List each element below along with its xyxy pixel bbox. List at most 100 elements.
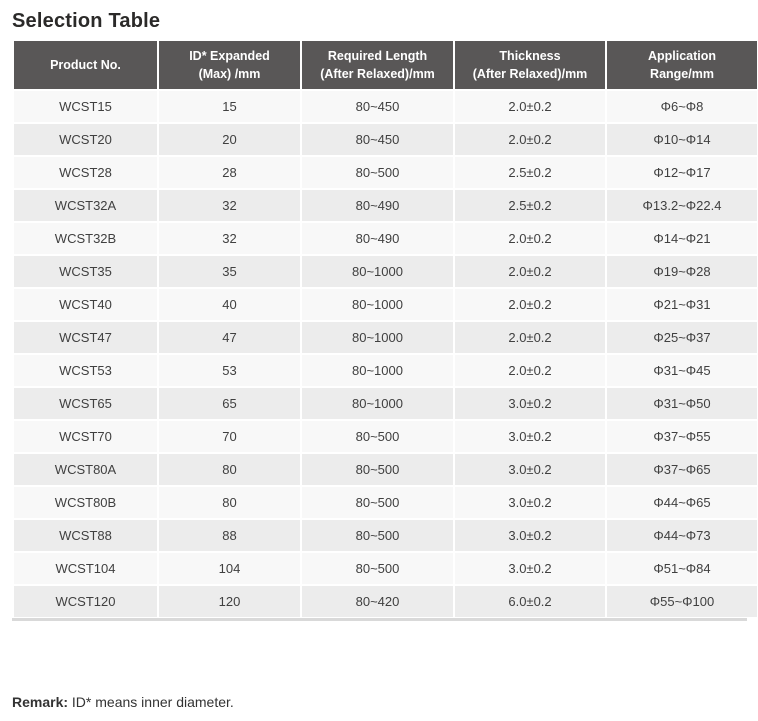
table-row: WCST15 15 80~450 2.0±0.2 Φ6~Φ8 (14, 91, 757, 122)
cell-id-expanded: 15 (159, 91, 300, 122)
table-row: WCST70 70 80~500 3.0±0.2 Φ37~Φ55 (14, 421, 757, 452)
col-header-application-range: Application Range/mm (607, 41, 757, 89)
cell-product-no: WCST40 (14, 289, 157, 320)
cell-product-no: WCST88 (14, 520, 157, 551)
table-row: WCST88 88 80~500 3.0±0.2 Φ44~Φ73 (14, 520, 757, 551)
cell-product-no: WCST80B (14, 487, 157, 518)
cell-thickness: 3.0±0.2 (455, 454, 605, 485)
cell-product-no: WCST65 (14, 388, 157, 419)
table-row: WCST120 120 80~420 6.0±0.2 Φ55~Φ100 (14, 586, 757, 617)
cell-application-range: Φ51~Φ84 (607, 553, 757, 584)
table-body: WCST15 15 80~450 2.0±0.2 Φ6~Φ8 WCST20 20… (14, 91, 757, 617)
cell-id-expanded: 88 (159, 520, 300, 551)
cell-thickness: 2.0±0.2 (455, 91, 605, 122)
table-header-row: Product No. ID* Expanded (Max) /mm Requi… (14, 41, 757, 89)
cell-application-range: Φ14~Φ21 (607, 223, 757, 254)
cell-required-length: 80~500 (302, 520, 453, 551)
cell-product-no: WCST104 (14, 553, 157, 584)
cell-required-length: 80~450 (302, 91, 453, 122)
table-row: WCST32B 32 80~490 2.0±0.2 Φ14~Φ21 (14, 223, 757, 254)
col-header-required-length: Required Length (After Relaxed)/mm (302, 41, 453, 89)
cell-required-length: 80~1000 (302, 322, 453, 353)
cell-id-expanded: 32 (159, 190, 300, 221)
cell-application-range: Φ31~Φ50 (607, 388, 757, 419)
cell-id-expanded: 28 (159, 157, 300, 188)
cell-application-range: Φ37~Φ65 (607, 454, 757, 485)
table-bottom-border (12, 618, 747, 621)
cell-application-range: Φ10~Φ14 (607, 124, 757, 155)
table-row: WCST40 40 80~1000 2.0±0.2 Φ21~Φ31 (14, 289, 757, 320)
cell-required-length: 80~420 (302, 586, 453, 617)
cell-application-range: Φ19~Φ28 (607, 256, 757, 287)
table-row: WCST32A 32 80~490 2.5±0.2 Φ13.2~Φ22.4 (14, 190, 757, 221)
table-row: WCST53 53 80~1000 2.0±0.2 Φ31~Φ45 (14, 355, 757, 386)
cell-id-expanded: 65 (159, 388, 300, 419)
cell-application-range: Φ44~Φ65 (607, 487, 757, 518)
cell-product-no: WCST32B (14, 223, 157, 254)
cell-required-length: 80~1000 (302, 289, 453, 320)
cell-thickness: 3.0±0.2 (455, 553, 605, 584)
cell-application-range: Φ21~Φ31 (607, 289, 757, 320)
cell-id-expanded: 70 (159, 421, 300, 452)
remark-label: Remark: (12, 694, 69, 710)
cell-thickness: 2.0±0.2 (455, 289, 605, 320)
cell-required-length: 80~490 (302, 223, 453, 254)
cell-id-expanded: 53 (159, 355, 300, 386)
table-row: WCST28 28 80~500 2.5±0.2 Φ12~Φ17 (14, 157, 757, 188)
cell-id-expanded: 35 (159, 256, 300, 287)
col-header-id-expanded: ID* Expanded (Max) /mm (159, 41, 300, 89)
cell-product-no: WCST15 (14, 91, 157, 122)
cell-product-no: WCST70 (14, 421, 157, 452)
cell-id-expanded: 40 (159, 289, 300, 320)
table-row: WCST35 35 80~1000 2.0±0.2 Φ19~Φ28 (14, 256, 757, 287)
table-row: WCST80B 80 80~500 3.0±0.2 Φ44~Φ65 (14, 487, 757, 518)
cell-thickness: 2.0±0.2 (455, 124, 605, 155)
table-row: WCST65 65 80~1000 3.0±0.2 Φ31~Φ50 (14, 388, 757, 419)
cell-product-no: WCST32A (14, 190, 157, 221)
cell-thickness: 2.5±0.2 (455, 190, 605, 221)
cell-id-expanded: 104 (159, 553, 300, 584)
cell-required-length: 80~500 (302, 487, 453, 518)
cell-thickness: 3.0±0.2 (455, 520, 605, 551)
cell-required-length: 80~1000 (302, 355, 453, 386)
cell-product-no: WCST53 (14, 355, 157, 386)
cell-thickness: 6.0±0.2 (455, 586, 605, 617)
cell-required-length: 80~490 (302, 190, 453, 221)
cell-id-expanded: 80 (159, 487, 300, 518)
table-row: WCST104 104 80~500 3.0±0.2 Φ51~Φ84 (14, 553, 757, 584)
cell-application-range: Φ12~Φ17 (607, 157, 757, 188)
cell-application-range: Φ13.2~Φ22.4 (607, 190, 757, 221)
selection-table: Product No. ID* Expanded (Max) /mm Requi… (12, 39, 758, 619)
col-header-thickness: Thickness (After Relaxed)/mm (455, 41, 605, 89)
cell-required-length: 80~500 (302, 553, 453, 584)
cell-thickness: 3.0±0.2 (455, 388, 605, 419)
cell-id-expanded: 47 (159, 322, 300, 353)
cell-required-length: 80~500 (302, 421, 453, 452)
cell-application-range: Φ31~Φ45 (607, 355, 757, 386)
cell-application-range: Φ44~Φ73 (607, 520, 757, 551)
cell-thickness: 2.0±0.2 (455, 322, 605, 353)
cell-application-range: Φ37~Φ55 (607, 421, 757, 452)
cell-id-expanded: 80 (159, 454, 300, 485)
cell-product-no: WCST47 (14, 322, 157, 353)
cell-product-no: WCST120 (14, 586, 157, 617)
cell-application-range: Φ6~Φ8 (607, 91, 757, 122)
cell-thickness: 3.0±0.2 (455, 487, 605, 518)
cell-id-expanded: 120 (159, 586, 300, 617)
cell-id-expanded: 32 (159, 223, 300, 254)
cell-required-length: 80~450 (302, 124, 453, 155)
cell-product-no: WCST28 (14, 157, 157, 188)
cell-application-range: Φ55~Φ100 (607, 586, 757, 617)
cell-product-no: WCST20 (14, 124, 157, 155)
cell-product-no: WCST35 (14, 256, 157, 287)
cell-thickness: 3.0±0.2 (455, 421, 605, 452)
remark-text: ID* means inner diameter. (68, 694, 234, 710)
table-row: WCST20 20 80~450 2.0±0.2 Φ10~Φ14 (14, 124, 757, 155)
cell-thickness: 2.0±0.2 (455, 355, 605, 386)
cell-required-length: 80~500 (302, 454, 453, 485)
cell-product-no: WCST80A (14, 454, 157, 485)
col-header-product-no: Product No. (14, 41, 157, 89)
cell-required-length: 80~500 (302, 157, 453, 188)
page-title: Selection Table (12, 10, 161, 32)
